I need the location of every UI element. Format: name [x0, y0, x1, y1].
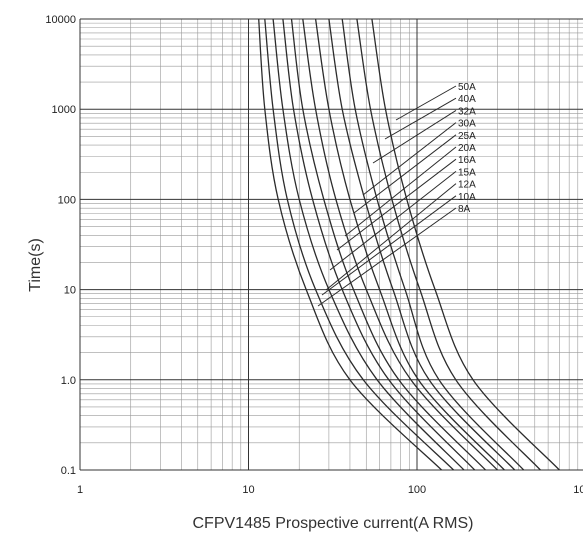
series-label-15A: 15A [458, 167, 476, 178]
leader-12A [325, 183, 457, 291]
y-axis-title: Time(s) [27, 238, 44, 292]
x-tick-labels: 1 10 100 1000 [77, 484, 583, 496]
leader-10A [321, 195, 457, 296]
major-grid [79, 18, 583, 471]
curve-32A [341, 18, 525, 471]
curve-30A [328, 18, 516, 471]
y-tick-label: 10000 [45, 14, 76, 26]
x-tick-label: 100 [408, 484, 426, 496]
y-tick-labels: 0.1 1.0 10 100 1000 10000 [45, 14, 76, 477]
curve-10A [264, 18, 455, 471]
leader-50A [395, 85, 457, 121]
leader-16A [336, 158, 457, 251]
y-tick-label: 0.1 [61, 465, 76, 477]
series-label-16A: 16A [458, 155, 476, 166]
curve-12A [272, 18, 465, 471]
y-tick-label: 10 [64, 285, 76, 297]
series-label-20A: 20A [458, 143, 476, 154]
curve-16A [290, 18, 486, 471]
series-label-10A: 10A [458, 192, 476, 203]
curve-15A [282, 18, 476, 471]
curve-8A [258, 18, 443, 471]
series-label-50A: 50A [458, 82, 476, 93]
series-label-25A: 25A [458, 131, 476, 142]
curve-25A [314, 18, 505, 471]
y-tick-label: 100 [58, 194, 76, 206]
curve-40A [356, 18, 541, 471]
series-label-8A: 8A [458, 204, 471, 215]
x-tick-label: 1000 [573, 484, 583, 496]
curve-20A [302, 18, 498, 471]
minor-grid [80, 19, 583, 470]
fuse-curves [258, 18, 560, 471]
x-tick-label: 1 [77, 484, 83, 496]
curve-50A [371, 18, 560, 471]
x-axis-title: CFPV1485 Prospective current(A RMS) [193, 515, 474, 532]
y-tick-label: 1.0 [61, 375, 76, 387]
plot-background [80, 19, 583, 470]
leader-25A [353, 134, 457, 214]
x-tick-label: 10 [242, 484, 254, 496]
leader-20A [344, 146, 457, 237]
leader-15A [329, 171, 457, 271]
series-label-40A: 40A [458, 94, 476, 105]
leader-8A [317, 207, 457, 307]
series-label-32A: 32A [458, 106, 476, 117]
series-label-30A: 30A [458, 119, 476, 130]
y-tick-label: 1000 [52, 104, 76, 116]
leader-40A [384, 97, 457, 140]
series-label-12A: 12A [458, 180, 476, 191]
leader-30A [362, 122, 457, 196]
leader-32A [372, 109, 457, 164]
